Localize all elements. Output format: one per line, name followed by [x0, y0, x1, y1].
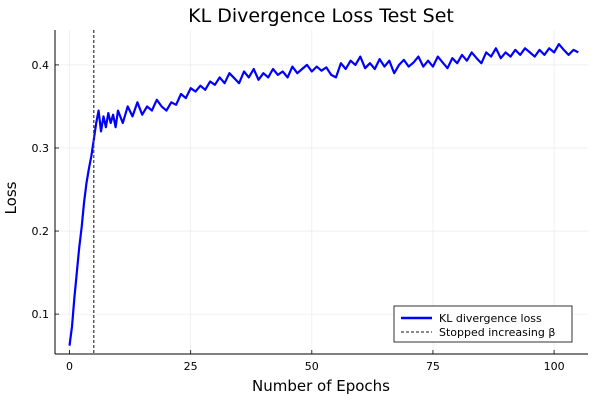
- x-tick-label: 50: [305, 360, 319, 373]
- x-tick-label: 75: [426, 360, 440, 373]
- kl-divergence-loss-line: [68, 42, 579, 346]
- x-tick-label: 100: [544, 360, 565, 373]
- x-axis-title: Number of Epochs: [252, 377, 390, 395]
- chart-title: KL Divergence Loss Test Set: [188, 5, 454, 27]
- x-tick-label: 0: [66, 360, 73, 373]
- y-tick-label: 0.4: [32, 59, 50, 72]
- legend: KL divergence loss Stopped increasing β: [393, 305, 573, 343]
- y-axis-title: Loss: [2, 181, 20, 214]
- axes: 0 25 50 75 100 0.1 0.2 0.3 0.4: [32, 30, 588, 373]
- x-tick-label: 25: [184, 360, 198, 373]
- grid: [55, 30, 588, 354]
- legend-box: [393, 305, 573, 343]
- legend-label-kl: KL divergence loss: [439, 312, 542, 325]
- y-tick-label: 0.3: [32, 142, 50, 155]
- plot-area: [68, 30, 579, 354]
- legend-label-stopped: Stopped increasing β: [439, 326, 555, 339]
- y-tick-label: 0.1: [32, 308, 50, 321]
- y-tick-label: 0.2: [32, 225, 50, 238]
